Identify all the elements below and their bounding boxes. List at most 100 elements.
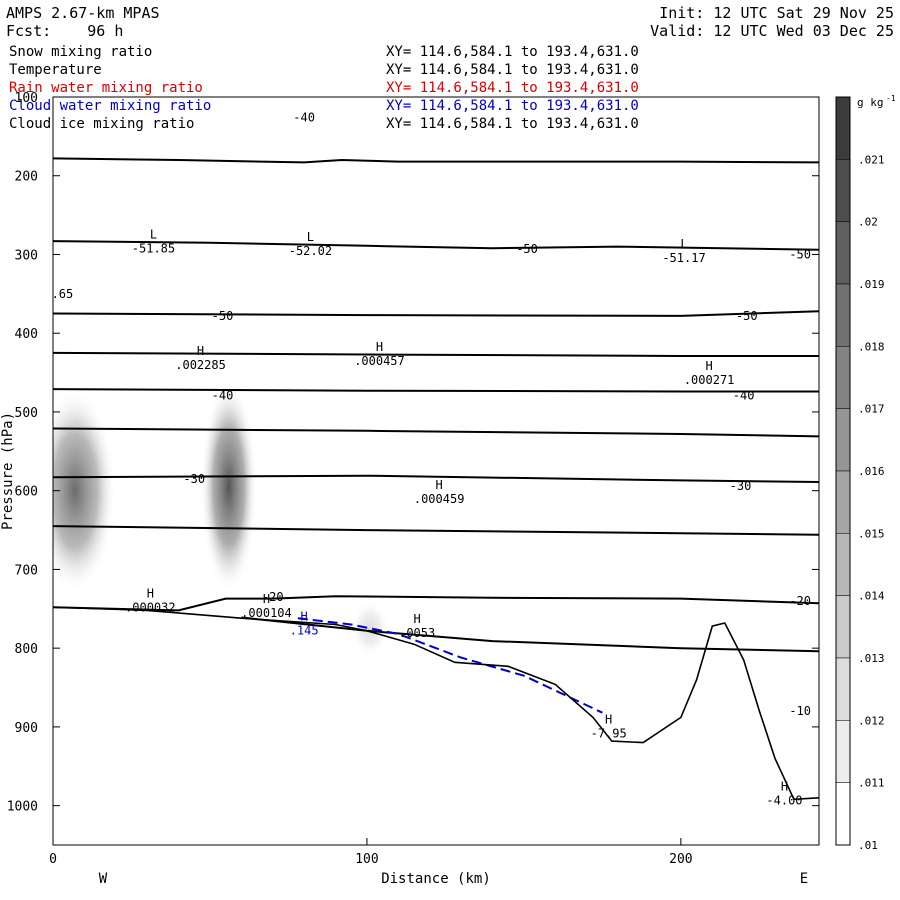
extremum-value: .000459: [414, 492, 465, 506]
extremum-value: .002285: [175, 358, 226, 372]
isotherm-layer: [53, 157, 819, 801]
isotherm-label: -30: [183, 472, 205, 486]
extremum-value: -7.95: [591, 727, 627, 741]
colorbar: .021 .02 .019 .018 .017 .016 .015 .014 .013 .012.…: [835, 94, 896, 852]
extremum-value: -51.85: [132, 242, 175, 256]
colorbar-tick-label: .019: [858, 278, 885, 291]
colorbar-segment: [835, 96, 851, 160]
colorbar-tick-label: .017: [858, 403, 885, 416]
west-label: W: [99, 871, 108, 887]
colorbar-segment: [835, 346, 851, 409]
terrain-line: [53, 606, 819, 801]
extremum-marker: H: [147, 587, 154, 601]
legend-field-name: Snow mixing ratio: [9, 44, 153, 60]
isotherm-line: [53, 388, 819, 393]
colorbar-tick-label: .021: [858, 153, 885, 166]
colorbar-segment: [835, 533, 851, 596]
isotherm-line: [53, 427, 819, 438]
extremum-value: .0053: [399, 626, 435, 640]
colorbar-segment: [835, 408, 851, 472]
extremum-marker: H: [781, 779, 788, 793]
colorbar-segment: [835, 720, 851, 783]
legend-field-name: Temperature: [9, 62, 102, 78]
extremum-marker: L: [150, 228, 157, 242]
extremum-marker: H: [414, 612, 421, 626]
snow-blob: [53, 388, 116, 594]
axes-layer: 100 200 300 400 500 600 700 800 900 1000 0 100 200 Di…: [0, 91, 819, 887]
plot-frame: [52, 96, 820, 846]
y-tick-label: 1000: [7, 800, 38, 815]
extremum-marker: H: [605, 713, 612, 727]
isotherm-line: [53, 157, 819, 164]
colorbar-tick-label: .02: [858, 216, 878, 229]
extremum-value: .145: [290, 623, 319, 637]
colorbar-segment: [835, 595, 851, 659]
extremum-value: .65: [52, 287, 74, 301]
isotherm-line: [53, 474, 819, 483]
colorbar-tick-label: .013: [858, 652, 885, 665]
y-tick-label: 700: [15, 563, 38, 578]
extremum-value: .000271: [684, 373, 735, 387]
colorbar-segment: [835, 657, 851, 721]
colorbar-tick-label: .012: [858, 714, 885, 727]
legend-xy-range: XY= 114.6,584.1 to 193.4,631.0: [386, 98, 639, 114]
isotherm-line: [53, 310, 819, 317]
colorbar-tick-label: .011: [858, 777, 885, 790]
extremum-marker: L: [680, 237, 687, 251]
colorbar-segment: [835, 159, 851, 222]
colorbar-unit: g kg: [857, 96, 884, 109]
isotherm-label: -40: [293, 110, 315, 124]
colorbar-tick-label: .014: [858, 590, 885, 603]
isotherm-line: [53, 240, 819, 251]
y-tick-label: 500: [15, 406, 38, 421]
isotherm-line: [53, 351, 819, 357]
legend-xy-range: XY= 114.6,584.1 to 193.4,631.0: [386, 80, 639, 96]
isotherm-label: -40: [733, 388, 755, 402]
y-tick-label: 100: [15, 91, 38, 106]
extremum-marker: H: [436, 478, 443, 492]
isotherm-label: -50: [736, 309, 758, 323]
extremum-marker: H: [197, 344, 204, 358]
legend-field-name: Cloud water mixing ratio: [9, 98, 212, 114]
forecast-hour: Fcst: 96 h: [6, 22, 124, 40]
colorbar-tick-label: .018: [858, 340, 885, 353]
extremum-value: .000032: [125, 601, 176, 615]
colorbar-tick-label: .016: [858, 465, 885, 478]
extremum-marker: H: [376, 340, 383, 354]
snow-blob: [351, 600, 389, 657]
x-axis-title: Distance (km): [381, 871, 491, 887]
snow-blob: [200, 380, 258, 594]
legend-field-name: Cloud ice mixing ratio: [9, 116, 195, 132]
east-label: E: [800, 871, 808, 887]
y-axis-title: Pressure (hPa): [0, 412, 16, 530]
legend-xy-range: XY= 114.6,584.1 to 193.4,631.0: [386, 44, 639, 60]
extremum-marker: H: [706, 359, 713, 373]
isotherm-label: -20: [262, 590, 284, 604]
app-title: AMPS 2.67-km MPAS: [6, 4, 160, 22]
valid-time: Valid: 12 UTC Wed 03 Dec 25: [650, 22, 894, 40]
extremum-value: .000104: [241, 606, 292, 620]
colorbar-segment: [835, 283, 851, 347]
y-tick-label: 200: [15, 170, 38, 185]
isotherm-line: [53, 595, 819, 612]
colorbar-unit-exponent: -1: [886, 94, 896, 103]
cloud-water-contour: [297, 617, 603, 714]
y-tick-label: 800: [15, 642, 38, 657]
isotherm-label: -50: [789, 247, 811, 261]
extremum-value: -52.02: [289, 244, 332, 258]
legend-field-name: Rain water mixing ratio: [9, 80, 203, 96]
y-tick-label: 300: [15, 248, 38, 263]
isotherm-label: -10: [789, 704, 811, 718]
extremum-value: -51.17: [662, 251, 705, 265]
x-tick-label: 200: [669, 852, 692, 867]
x-tick-label: 0: [49, 852, 57, 867]
colorbar-segment: [835, 782, 851, 846]
x-tick-label: 100: [355, 852, 378, 867]
init-time: Init: 12 UTC Sat 29 Nov 25: [659, 4, 894, 22]
isotherm-label: -20: [789, 594, 811, 608]
colorbar-frame: [835, 96, 851, 846]
y-tick-label: 900: [15, 721, 38, 736]
colorbar-tick-label: .01: [858, 839, 878, 852]
isotherm-label: -40: [212, 388, 234, 402]
